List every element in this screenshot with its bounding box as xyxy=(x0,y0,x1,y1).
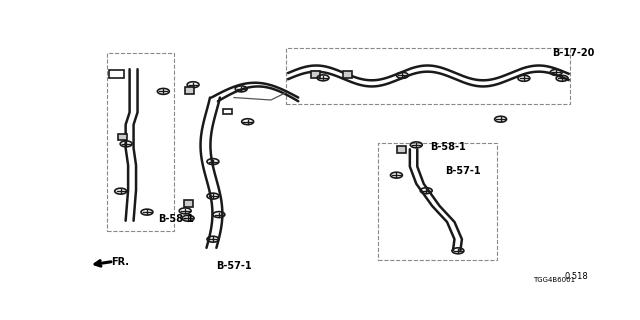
Bar xyxy=(378,143,497,260)
Text: FR.: FR. xyxy=(111,257,129,267)
Bar xyxy=(184,200,193,207)
Bar xyxy=(344,71,352,77)
Text: 0.518: 0.518 xyxy=(564,272,588,281)
Bar xyxy=(397,146,406,153)
Bar xyxy=(223,109,232,114)
Bar xyxy=(311,71,320,77)
Text: B-57-1: B-57-1 xyxy=(445,166,481,176)
Bar xyxy=(108,53,174,231)
Text: B-58-1: B-58-1 xyxy=(430,142,466,152)
Text: B-58-1: B-58-1 xyxy=(158,214,194,224)
Bar xyxy=(185,87,193,93)
Bar xyxy=(109,70,124,78)
Text: B-17-20: B-17-20 xyxy=(552,48,595,58)
Text: B-57-1: B-57-1 xyxy=(216,260,252,271)
Bar xyxy=(286,48,570,104)
Text: TGG4B6001: TGG4B6001 xyxy=(533,277,575,283)
Bar xyxy=(118,133,127,140)
